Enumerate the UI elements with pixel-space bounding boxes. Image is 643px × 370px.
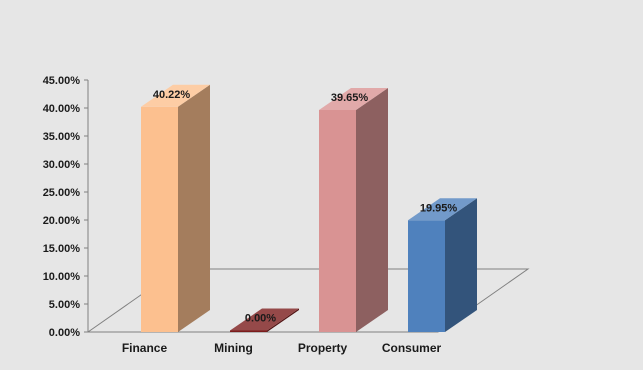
data-label: 19.95% xyxy=(420,202,458,214)
y-tick-label: 15.00% xyxy=(43,243,81,255)
x-category-label: Finance xyxy=(122,341,168,355)
data-label: 40.22% xyxy=(153,89,191,101)
x-category-label: Mining xyxy=(214,341,253,355)
y-tick-label: 45.00% xyxy=(43,75,81,87)
bar-front-face xyxy=(141,106,178,332)
y-tick-label: 25.00% xyxy=(43,187,81,199)
bar-side-face xyxy=(267,308,299,332)
bar-side-face xyxy=(178,84,210,332)
y-axis-ticks: 0.00% 5.00% 10.00% 15.00% 20.00% 25.00% 30.00%… xyxy=(43,75,88,339)
x-axis-categories: Finance Mining Property Consumer xyxy=(122,341,442,355)
bar-top-face xyxy=(319,87,388,110)
bar-front-face xyxy=(319,109,356,333)
bar-side-face xyxy=(356,87,388,333)
y-tick-label: 35.00% xyxy=(43,131,81,143)
bar-front-face xyxy=(230,330,267,332)
bars xyxy=(141,84,477,333)
bar-top-face xyxy=(141,84,210,107)
y-tick-label: 20.00% xyxy=(43,215,81,227)
y-tick-label: 40.00% xyxy=(43,103,81,115)
x-category-label: Property xyxy=(298,341,348,355)
bar-mining xyxy=(230,308,299,332)
bar-consumer xyxy=(408,198,477,332)
data-label: 0.00% xyxy=(245,313,276,325)
data-label: 39.65% xyxy=(331,92,369,104)
y-tick-label: 30.00% xyxy=(43,159,81,171)
bar-side-face xyxy=(445,198,477,332)
bar-top-face xyxy=(230,308,299,331)
y-tick-label: 5.00% xyxy=(49,299,80,311)
bar-top-face xyxy=(408,198,477,221)
y-tick-label: 0.00% xyxy=(49,327,80,339)
bar-property xyxy=(319,87,388,333)
y-tick-label: 10.00% xyxy=(43,271,81,283)
bar-finance xyxy=(141,84,210,332)
x-category-label: Consumer xyxy=(382,341,442,355)
bar-front-face xyxy=(408,220,445,332)
data-labels: 40.22% 0.00% 39.65% 19.95% xyxy=(153,89,458,325)
